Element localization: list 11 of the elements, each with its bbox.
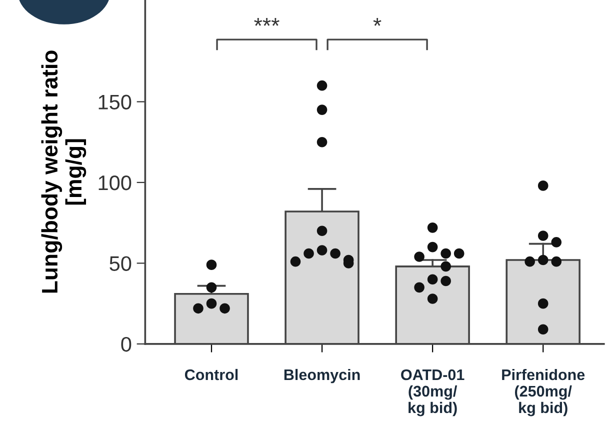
y-tick-label: 50	[110, 256, 132, 271]
y-tick-label: 150	[98, 94, 132, 110]
x-tick-label: Control	[184, 368, 238, 380]
annotation: *	[373, 18, 382, 26]
y-tick-label: 100	[98, 175, 132, 190]
y-axis-title: Lung/body weight ratio [mg/g]	[41, 50, 86, 293]
annotation: ***	[254, 18, 280, 26]
x-tick-label: Bleomycin	[284, 368, 360, 384]
x-tick-label: Pirfenidone (250mg/ kg bid)	[502, 368, 585, 416]
x-tick-label: OATD-01 (30mg/ kg bid)	[401, 369, 464, 416]
y-tick-label: 0	[121, 336, 132, 352]
